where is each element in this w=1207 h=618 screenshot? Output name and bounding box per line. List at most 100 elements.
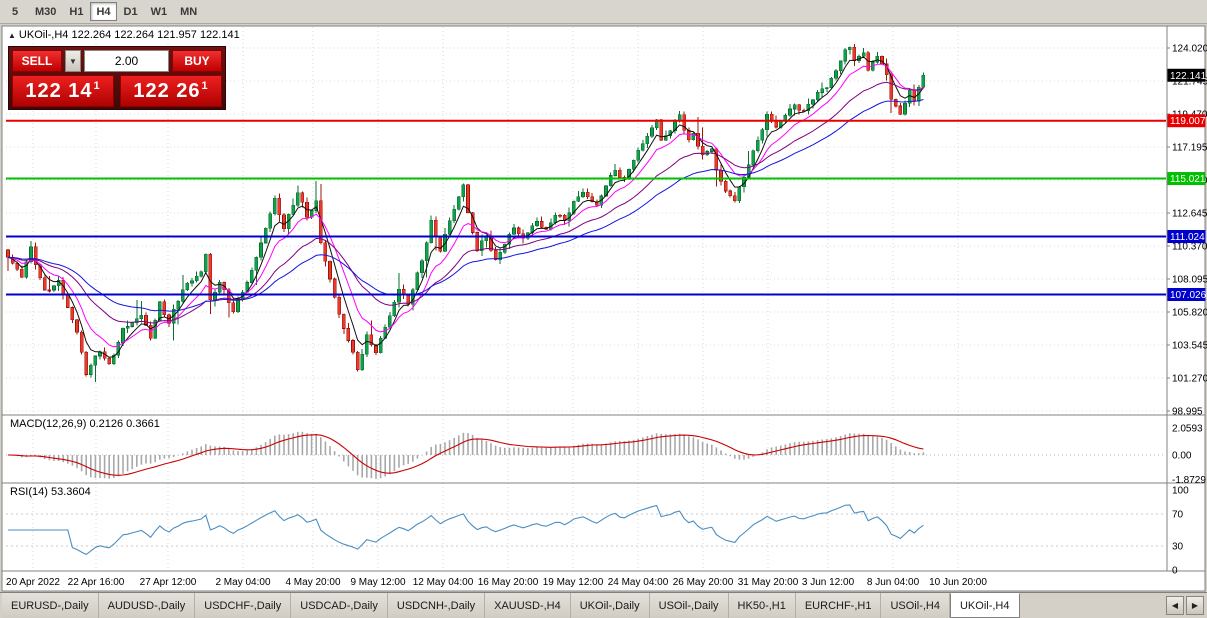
rsi-line bbox=[8, 504, 924, 556]
tab-usdcad-daily[interactable]: USDCAD-,Daily bbox=[291, 593, 388, 618]
tab-ukoil-daily[interactable]: UKOil-,Daily bbox=[570, 593, 650, 618]
tab-usoil-h4[interactable]: USOil-,H4 bbox=[881, 593, 950, 618]
price-badge-label: 111.024 bbox=[1170, 232, 1205, 243]
collapse-chart-icon[interactable]: ▲ bbox=[8, 30, 16, 40]
tab-ukoil-h4[interactable]: UKOil-,H4 bbox=[949, 593, 1020, 618]
price-axis-label: 105.820 bbox=[1172, 307, 1207, 318]
candle-body bbox=[820, 88, 825, 93]
tab-hk50-h1[interactable]: HK50-,H1 bbox=[728, 593, 796, 618]
macd-axis-label: -1.8729 bbox=[1172, 475, 1206, 486]
price-badge bbox=[1167, 114, 1206, 128]
candle-body bbox=[806, 103, 811, 111]
buy-button[interactable]: BUY bbox=[172, 50, 222, 72]
timeframe-button-mn[interactable]: MN bbox=[174, 2, 204, 21]
candle-body bbox=[93, 355, 98, 366]
candle-body bbox=[194, 276, 199, 281]
time-axis-label: 8 Jun 04:00 bbox=[867, 577, 920, 588]
candle-body bbox=[52, 285, 56, 291]
candle-body bbox=[466, 184, 470, 213]
candle-body bbox=[328, 260, 332, 280]
timeframe-button-h1[interactable]: H1 bbox=[63, 2, 90, 21]
timeframe-button-d1[interactable]: D1 bbox=[117, 2, 144, 21]
volume-dropdown-icon[interactable]: ▼ bbox=[65, 50, 81, 72]
price-axis-label: 98.995 bbox=[1172, 407, 1203, 418]
candle-body bbox=[204, 253, 208, 272]
timeframe-button-5[interactable]: 5 bbox=[2, 2, 28, 21]
time-axis-label: 3 Jun 12:00 bbox=[802, 577, 855, 588]
tabs-scroll-right-button[interactable]: ▶ bbox=[1186, 596, 1204, 615]
candle-body bbox=[314, 200, 319, 211]
price-badge-label: 119.007 bbox=[1170, 116, 1206, 127]
tab-eurchf-h1[interactable]: EURCHF-,H1 bbox=[795, 593, 882, 618]
candle-body bbox=[125, 326, 130, 329]
candle-body bbox=[447, 220, 452, 235]
candle-body bbox=[728, 190, 733, 196]
candle-body bbox=[433, 220, 438, 237]
rsi-axis-label: 70 bbox=[1172, 510, 1184, 521]
candle-body bbox=[79, 332, 84, 353]
price-axis-label: 124.020 bbox=[1172, 43, 1207, 54]
candle-body bbox=[107, 358, 111, 365]
price-axis-label: 108.095 bbox=[1172, 274, 1207, 285]
candle-body bbox=[788, 108, 792, 116]
ask-price-button[interactable]: 122 26 1 bbox=[120, 75, 222, 107]
candle-body bbox=[590, 196, 595, 203]
timeframe-button-m30[interactable]: M30 bbox=[29, 2, 63, 21]
bid-price-button[interactable]: 122 14 1 bbox=[12, 75, 114, 107]
candle-body bbox=[654, 119, 659, 128]
price-axis: 124.020121.745119.470117.195114.920112.6… bbox=[1166, 26, 1207, 577]
candle-body bbox=[70, 307, 75, 321]
timeframe-toolbar: 5 M30 H1 H4 D1 W1 MN bbox=[0, 0, 1207, 24]
candle-body bbox=[181, 289, 185, 302]
tab-usdchf-daily[interactable]: USDCHF-,Daily bbox=[195, 593, 292, 618]
candle-body bbox=[332, 278, 337, 298]
candle-body bbox=[585, 192, 590, 198]
candle-body bbox=[479, 240, 484, 252]
candle-body bbox=[259, 242, 263, 258]
candle-body bbox=[760, 129, 765, 141]
candle-body bbox=[6, 249, 10, 258]
macd-axis-label: 0.00 bbox=[1172, 451, 1192, 462]
candle-body bbox=[792, 104, 797, 110]
candle-body bbox=[272, 197, 277, 214]
price-badge bbox=[1167, 172, 1206, 186]
time-axis-label: 9 May 12:00 bbox=[350, 577, 405, 588]
sell-button[interactable]: SELL bbox=[12, 50, 62, 72]
candle-body bbox=[360, 353, 365, 371]
candle-body bbox=[227, 289, 231, 303]
tab-usdcnh-daily[interactable]: USDCNH-,Daily bbox=[387, 593, 486, 618]
tabs-scroll-left-button[interactable]: ◀ bbox=[1166, 596, 1184, 615]
timeframe-button-h4[interactable]: H4 bbox=[90, 2, 117, 21]
price-axis-label: 112.645 bbox=[1172, 208, 1207, 219]
candle-body bbox=[236, 298, 240, 312]
candle-body bbox=[185, 283, 190, 291]
time-axis-label: 19 May 12:00 bbox=[543, 577, 604, 588]
tab-usoil-daily[interactable]: USOil-,Daily bbox=[649, 593, 729, 618]
price-badge bbox=[1167, 288, 1206, 302]
price-axis-label: 121.745 bbox=[1172, 76, 1207, 87]
candle-body bbox=[250, 270, 254, 283]
symbol-tabs: EURUSD-,Daily AUDUSD-,Daily USDCHF-,Daily U… bbox=[0, 593, 1020, 618]
ohlc-header: ▲ UKOil-,H4 122.264 122.264 121.957 122.… bbox=[8, 29, 240, 41]
moving-averages-layer bbox=[7, 56, 924, 358]
candle-body bbox=[723, 181, 728, 192]
candle-body bbox=[47, 289, 52, 292]
candle-body bbox=[397, 288, 401, 303]
price-axis-label: 103.545 bbox=[1172, 340, 1207, 351]
candle-body bbox=[452, 208, 457, 222]
candle-body bbox=[912, 90, 917, 102]
candle-body bbox=[502, 243, 507, 253]
volume-input[interactable]: 2.00 bbox=[84, 50, 169, 72]
tab-eurusd-daily[interactable]: EURUSD-,Daily bbox=[2, 593, 99, 618]
candle-body bbox=[769, 114, 774, 121]
candle-body bbox=[135, 318, 139, 324]
tab-audusd-daily[interactable]: AUDUSD-,Daily bbox=[98, 593, 196, 618]
candle-body bbox=[199, 271, 203, 277]
candle-body bbox=[576, 196, 581, 202]
candle-body bbox=[66, 294, 70, 308]
timeframe-button-w1[interactable]: W1 bbox=[144, 2, 174, 21]
candle-body bbox=[387, 315, 392, 328]
rsi-pane-layer bbox=[6, 504, 1166, 556]
tab-xauusd-h4[interactable]: XAUUSD-,H4 bbox=[485, 593, 571, 618]
